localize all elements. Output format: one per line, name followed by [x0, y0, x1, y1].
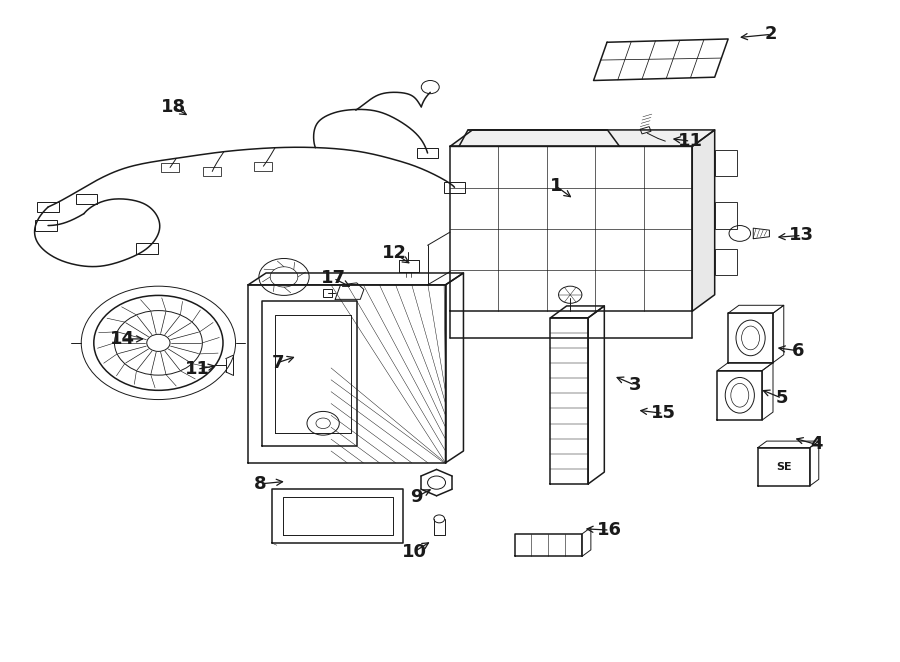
Polygon shape — [717, 371, 762, 420]
Text: 8: 8 — [254, 475, 266, 493]
Text: 11: 11 — [678, 132, 703, 150]
Bar — [161, 163, 179, 172]
Text: 6: 6 — [792, 342, 805, 359]
Text: 17: 17 — [321, 269, 346, 287]
Text: SE: SE — [776, 462, 792, 472]
Bar — [715, 203, 737, 229]
Bar — [255, 162, 273, 171]
Text: 18: 18 — [161, 98, 186, 116]
Text: 11: 11 — [184, 360, 210, 378]
Polygon shape — [692, 130, 715, 311]
Text: 16: 16 — [598, 521, 622, 539]
Polygon shape — [273, 489, 403, 544]
Bar — [444, 182, 465, 193]
Polygon shape — [262, 301, 356, 446]
Polygon shape — [758, 448, 810, 486]
Polygon shape — [728, 313, 773, 363]
Polygon shape — [450, 146, 692, 311]
Text: 5: 5 — [776, 389, 788, 407]
Bar — [136, 244, 158, 254]
Text: 9: 9 — [410, 488, 422, 506]
Polygon shape — [515, 534, 582, 557]
Text: 10: 10 — [401, 543, 427, 561]
Text: 13: 13 — [789, 226, 814, 244]
Text: 7: 7 — [272, 354, 284, 371]
Text: 15: 15 — [651, 404, 676, 422]
Bar — [715, 249, 737, 275]
Text: 3: 3 — [628, 376, 641, 394]
Polygon shape — [248, 285, 446, 463]
Text: 12: 12 — [382, 244, 407, 262]
Text: 2: 2 — [765, 25, 778, 43]
Bar — [37, 202, 58, 213]
Polygon shape — [551, 318, 589, 484]
Text: 1: 1 — [550, 177, 562, 195]
Bar — [35, 220, 57, 231]
Text: 14: 14 — [110, 330, 135, 348]
Text: 4: 4 — [810, 436, 823, 453]
Bar — [203, 167, 221, 176]
Bar — [76, 194, 97, 205]
Bar — [322, 289, 331, 297]
Bar — [417, 148, 438, 158]
Bar — [715, 150, 737, 176]
Polygon shape — [450, 130, 715, 146]
